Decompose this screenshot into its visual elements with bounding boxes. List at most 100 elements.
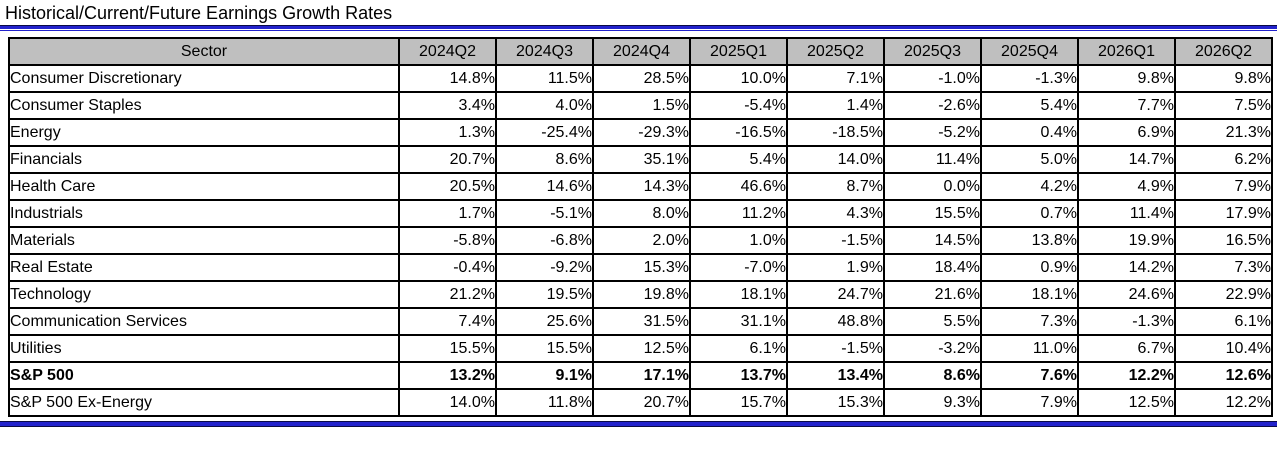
table-row: Materials -5.8% -6.8% 2.0% 1.0% -1.5% 14.5% 13.… (8, 226, 1273, 255)
value-cell: 8.7% (786, 172, 885, 201)
value-cell: 6.1% (689, 334, 788, 363)
value-cell: -1.5% (786, 334, 885, 363)
table-row: S&P 500 13.2% 9.1% 17.1% 13.7% 13.4% 8.6% 7.6% 1… (8, 361, 1273, 390)
sector-cell: Communication Services (8, 307, 400, 336)
value-cell: -2.6% (883, 91, 982, 120)
value-cell: -29.3% (592, 118, 691, 147)
value-cell: 4.2% (980, 172, 1079, 201)
value-cell: -5.8% (398, 226, 497, 255)
value-cell: 19.5% (495, 280, 594, 309)
title-rule (0, 25, 1277, 31)
value-cell: -1.5% (786, 226, 885, 255)
table-body: Consumer Discretionary 14.8% 11.5% 28.5% 10.… (8, 64, 1273, 417)
value-cell: 1.3% (398, 118, 497, 147)
value-cell: 8.0% (592, 199, 691, 228)
value-cell: 14.0% (786, 145, 885, 174)
value-cell: 4.3% (786, 199, 885, 228)
value-cell: 13.7% (689, 361, 788, 390)
sector-cell: Technology (8, 280, 400, 309)
value-cell: 11.2% (689, 199, 788, 228)
value-cell: 20.7% (398, 145, 497, 174)
value-cell: 2.0% (592, 226, 691, 255)
sector-cell: Consumer Staples (8, 91, 400, 120)
title-rule-thick-line (0, 25, 1277, 29)
table-row: Utilities 15.5% 15.5% 12.5% 6.1% -1.5% -3.2% 11… (8, 334, 1273, 363)
value-cell: 18.1% (689, 280, 788, 309)
sector-cell: Health Care (8, 172, 400, 201)
value-cell: 15.5% (398, 334, 497, 363)
value-cell: 5.0% (980, 145, 1079, 174)
value-cell: 4.9% (1077, 172, 1176, 201)
value-cell: 12.2% (1077, 361, 1176, 390)
value-cell: 14.7% (1077, 145, 1176, 174)
value-cell: -6.8% (495, 226, 594, 255)
sector-cell: Financials (8, 145, 400, 174)
value-cell: 7.9% (980, 388, 1079, 417)
value-cell: 14.8% (398, 64, 497, 93)
value-cell: -18.5% (786, 118, 885, 147)
value-cell: 12.5% (592, 334, 691, 363)
value-cell: 12.5% (1077, 388, 1176, 417)
value-cell: 24.7% (786, 280, 885, 309)
value-cell: 48.8% (786, 307, 885, 336)
column-header-quarter: 2025Q1 (689, 37, 788, 66)
value-cell: 14.6% (495, 172, 594, 201)
table-row: Technology 21.2% 19.5% 19.8% 18.1% 24.7% 21.6%… (8, 280, 1273, 309)
value-cell: -1.0% (883, 64, 982, 93)
value-cell: 7.4% (398, 307, 497, 336)
value-cell: 7.3% (980, 307, 1079, 336)
sector-cell: S&P 500 (8, 361, 400, 390)
value-cell: 46.6% (689, 172, 788, 201)
sector-cell: Utilities (8, 334, 400, 363)
value-cell: 1.7% (398, 199, 497, 228)
value-cell: -7.0% (689, 253, 788, 282)
value-cell: 9.8% (1174, 64, 1273, 93)
value-cell: 10.0% (689, 64, 788, 93)
value-cell: 5.4% (689, 145, 788, 174)
table-header-row: Sector 2024Q2 2024Q3 2024Q4 2025Q1 2025Q2 2025… (8, 37, 1273, 66)
column-header-quarter: 2025Q2 (786, 37, 885, 66)
value-cell: 1.5% (592, 91, 691, 120)
column-header-quarter: 2024Q2 (398, 37, 497, 66)
value-cell: 31.5% (592, 307, 691, 336)
page-title: Historical/Current/Future Earnings Growt… (5, 3, 393, 23)
value-cell: 11.4% (1077, 199, 1176, 228)
value-cell: 4.0% (495, 91, 594, 120)
value-cell: 19.8% (592, 280, 691, 309)
value-cell: -16.5% (689, 118, 788, 147)
value-cell: 31.1% (689, 307, 788, 336)
bottom-rule (0, 421, 1277, 427)
value-cell: 3.4% (398, 91, 497, 120)
value-cell: 16.5% (1174, 226, 1273, 255)
value-cell: 0.7% (980, 199, 1079, 228)
value-cell: 8.6% (883, 361, 982, 390)
value-cell: 7.7% (1077, 91, 1176, 120)
title-rule-thin-line (0, 30, 1277, 31)
value-cell: -0.4% (398, 253, 497, 282)
value-cell: 14.2% (1077, 253, 1176, 282)
value-cell: 25.6% (495, 307, 594, 336)
value-cell: 21.6% (883, 280, 982, 309)
table-row: Communication Services 7.4% 25.6% 31.5% 31.1… (8, 307, 1273, 336)
value-cell: 0.4% (980, 118, 1079, 147)
value-cell: 12.2% (1174, 388, 1273, 417)
table-row: Consumer Discretionary 14.8% 11.5% 28.5% 10.… (8, 64, 1273, 93)
table-row: Real Estate -0.4% -9.2% 15.3% -7.0% 1.9% 18.4%… (8, 253, 1273, 282)
value-cell: 28.5% (592, 64, 691, 93)
value-cell: 20.5% (398, 172, 497, 201)
column-header-quarter: 2024Q3 (495, 37, 594, 66)
value-cell: 17.9% (1174, 199, 1273, 228)
value-cell: 17.1% (592, 361, 691, 390)
value-cell: -5.4% (689, 91, 788, 120)
sector-cell: S&P 500 Ex-Energy (8, 388, 400, 417)
value-cell: 6.2% (1174, 145, 1273, 174)
value-cell: 9.3% (883, 388, 982, 417)
value-cell: 15.3% (592, 253, 691, 282)
table-row: Health Care 20.5% 14.6% 14.3% 46.6% 8.7% 0.0% 4… (8, 172, 1273, 201)
value-cell: 7.1% (786, 64, 885, 93)
value-cell: 6.9% (1077, 118, 1176, 147)
value-cell: 14.5% (883, 226, 982, 255)
value-cell: 8.6% (495, 145, 594, 174)
sector-cell: Industrials (8, 199, 400, 228)
value-cell: 21.3% (1174, 118, 1273, 147)
